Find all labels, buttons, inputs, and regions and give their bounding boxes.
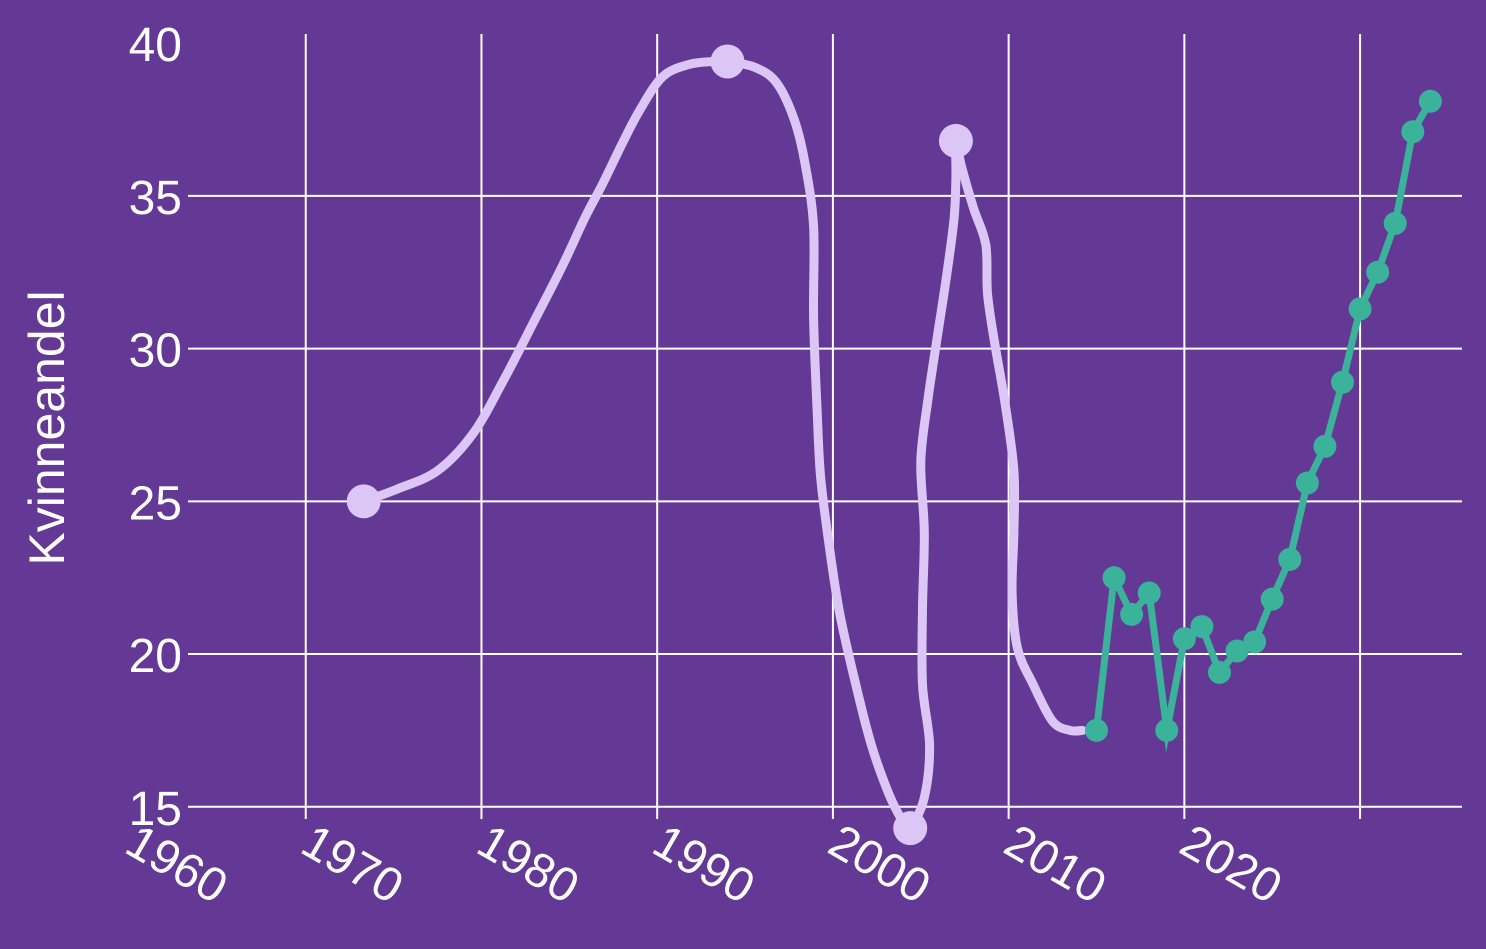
data-point [1348, 297, 1372, 321]
data-point [1172, 627, 1196, 651]
sketch-anchor-point [346, 484, 381, 519]
data-point [1331, 370, 1355, 394]
data-point [1190, 615, 1214, 639]
data-point [1208, 660, 1232, 684]
sketch-line [359, 56, 1087, 835]
sketch-anchor-point [893, 811, 928, 846]
y-tick-label: 25 [129, 477, 182, 530]
y-tick-label: 15 [129, 783, 182, 836]
data-point [1155, 718, 1179, 742]
data-point [1120, 602, 1144, 626]
gridlines [188, 34, 1462, 819]
data-point [1137, 581, 1161, 605]
data-point [1225, 639, 1249, 663]
data-point [1295, 471, 1319, 495]
data-point [1243, 630, 1267, 654]
data-point [1366, 260, 1390, 284]
data-point [1383, 211, 1407, 235]
y-axis-label: Kvinneandel [19, 290, 75, 565]
data-point [1401, 120, 1425, 144]
sketch-anchor-point [710, 44, 745, 79]
y-tick-label: 35 [129, 172, 182, 225]
data-point [1418, 89, 1442, 113]
data-point [1260, 587, 1284, 611]
series [346, 44, 1442, 846]
data-point [1102, 566, 1126, 590]
sketch-anchor-point [938, 123, 973, 158]
data-point [1084, 718, 1108, 742]
y-tick-label: 40 [129, 19, 182, 72]
y-tick-label: 30 [129, 325, 182, 378]
y-tick-label: 20 [129, 630, 182, 683]
data-point [1313, 434, 1337, 458]
data-point [1278, 547, 1302, 571]
